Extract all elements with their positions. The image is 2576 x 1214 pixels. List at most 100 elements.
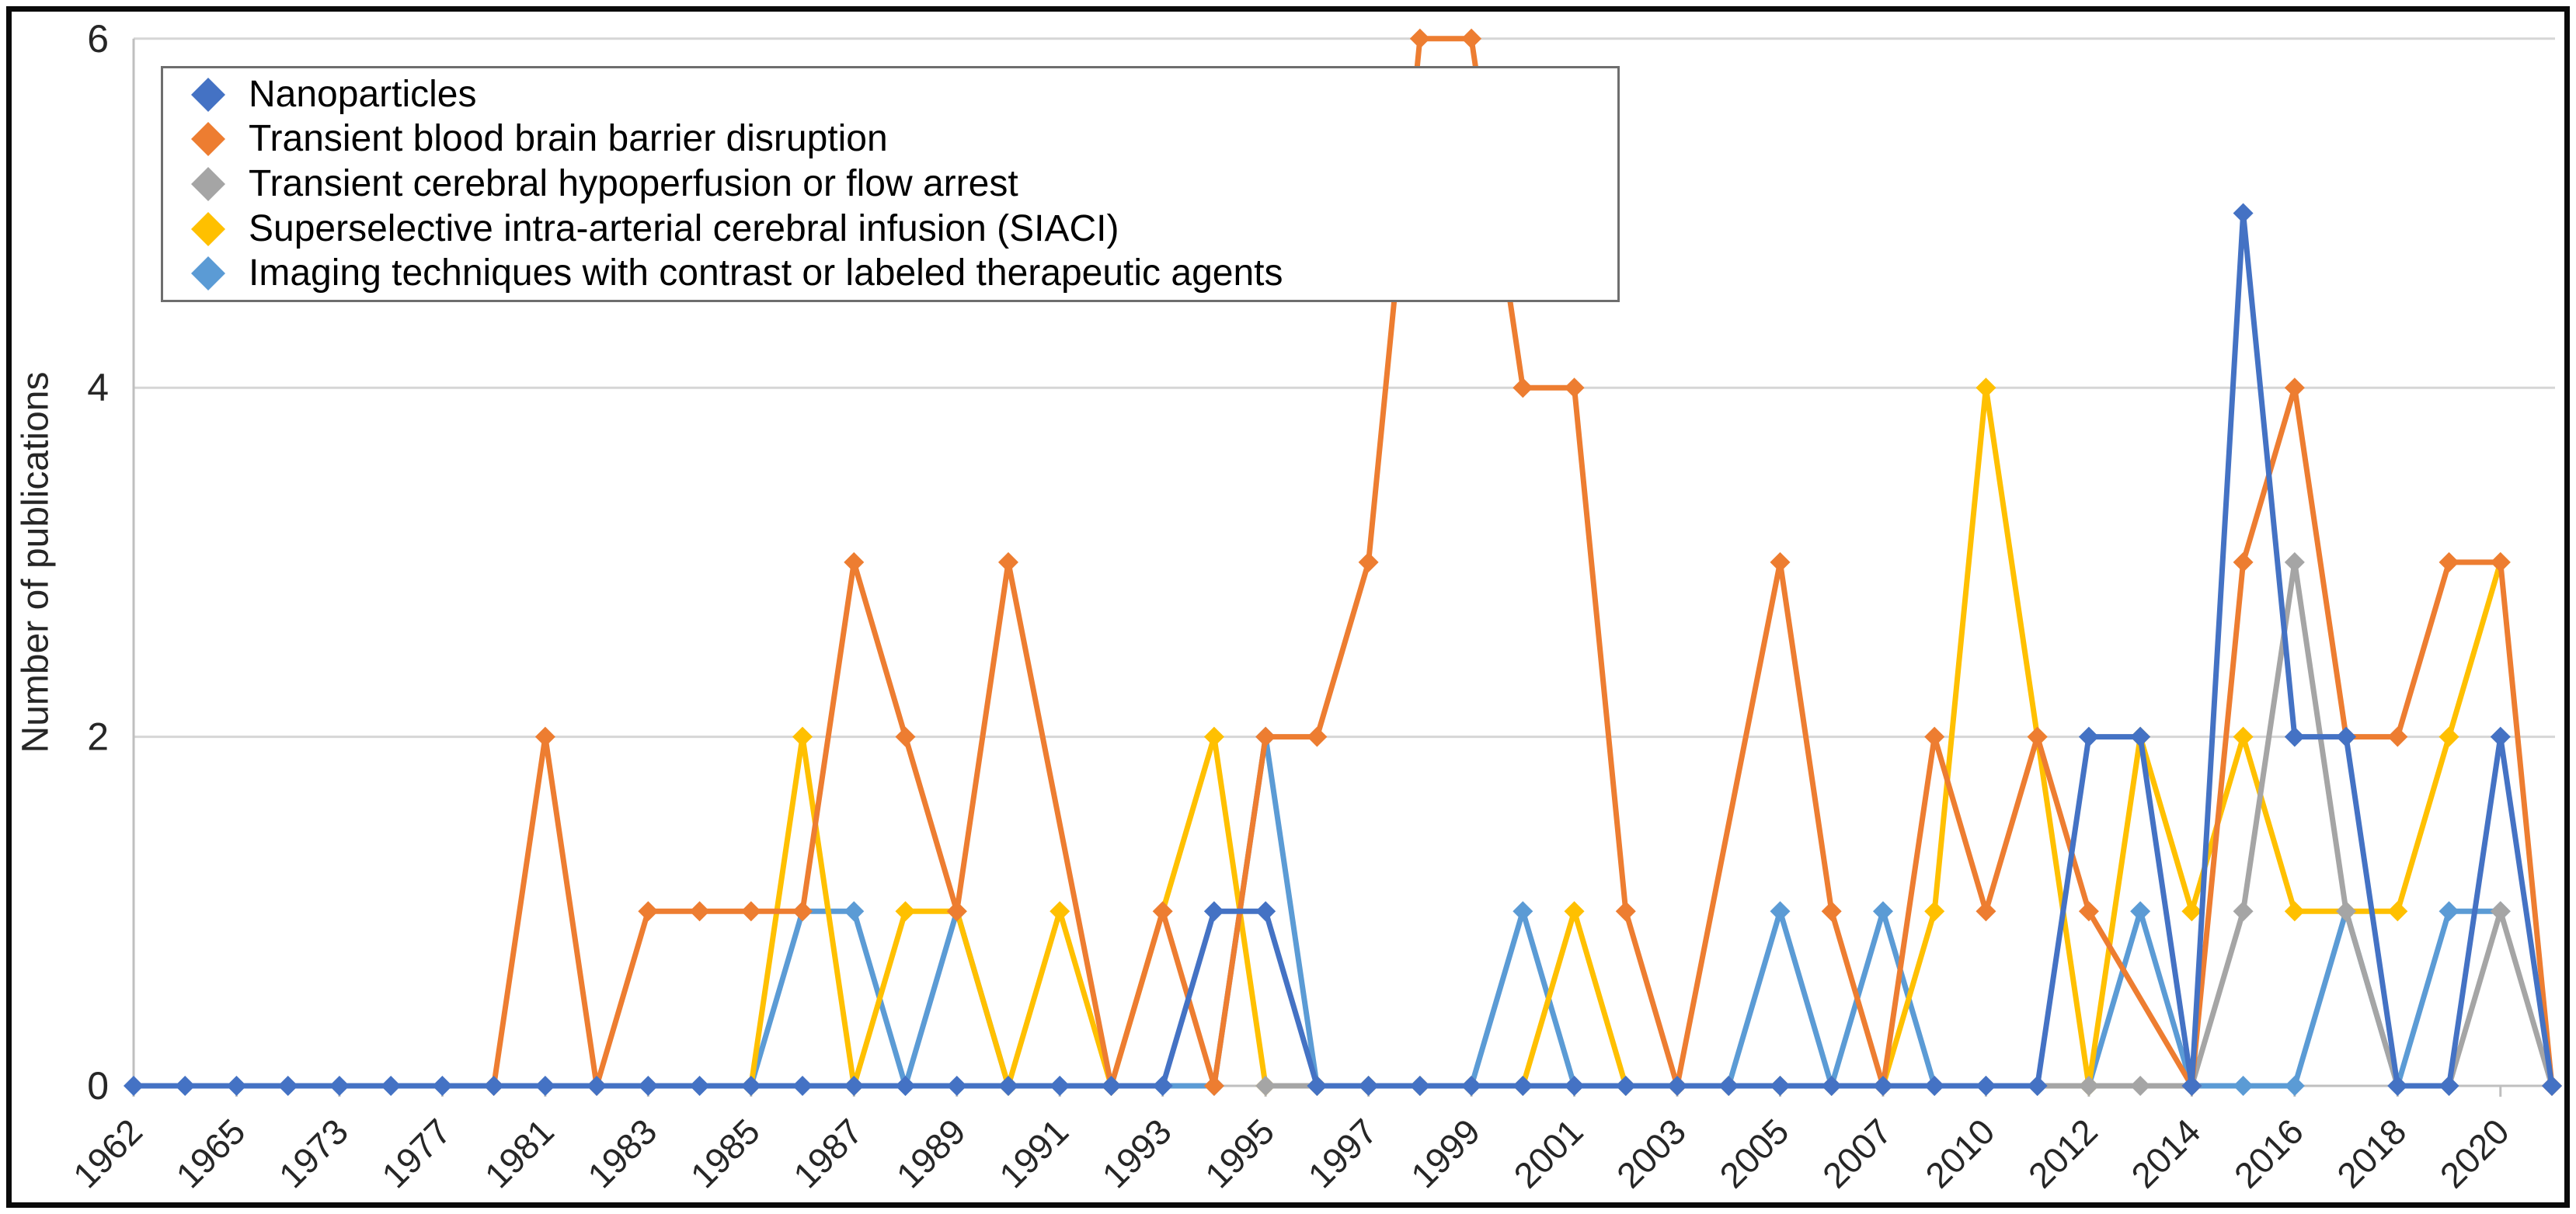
x-tick-label: 1999	[1403, 1111, 1488, 1195]
x-tick-label: 1989	[889, 1111, 973, 1195]
data-point-marker	[2284, 1076, 2305, 1096]
data-point-marker	[792, 1076, 813, 1096]
data-point-marker	[1564, 377, 1585, 398]
series-1	[124, 203, 2562, 1096]
data-point-marker	[1255, 901, 1276, 922]
data-point-marker	[534, 1076, 555, 1096]
y-tick-label: 2	[87, 715, 109, 759]
data-point-marker	[740, 1076, 761, 1096]
data-point-marker	[1409, 28, 1430, 49]
data-point-marker	[226, 1076, 247, 1096]
legend-item-label: Imaging techniques with contrast or labe…	[249, 252, 1283, 294]
legend-item-label: Transient cerebral hypoperfusion or flow…	[249, 162, 1018, 204]
data-point-marker	[2233, 1076, 2254, 1096]
series-3	[1255, 551, 2562, 1096]
data-point-marker	[1976, 1076, 1996, 1096]
data-point-marker	[1564, 901, 1585, 922]
y-tick-label: 6	[87, 17, 109, 61]
data-point-marker	[792, 901, 813, 922]
x-tick-label: 1981	[477, 1111, 562, 1195]
data-point-marker	[1203, 1076, 1224, 1096]
data-point-marker	[2078, 726, 2099, 747]
data-point-marker	[844, 1076, 865, 1096]
data-point-marker	[895, 726, 916, 747]
data-point-marker	[1924, 1076, 1945, 1096]
data-point-marker	[740, 901, 761, 922]
data-point-marker	[844, 551, 865, 572]
data-point-marker	[1409, 1076, 1430, 1096]
data-point-marker	[1307, 1076, 1328, 1096]
data-point-marker	[2542, 1076, 2562, 1096]
data-point-marker	[946, 1076, 967, 1096]
x-tick-label: 1973	[271, 1111, 356, 1195]
data-point-marker	[1513, 901, 1533, 922]
data-point-marker	[2284, 551, 2305, 572]
data-point-marker	[1615, 1076, 1636, 1096]
data-point-marker	[2130, 726, 2151, 747]
data-point-marker	[2078, 1076, 2099, 1096]
x-tick-label: 1991	[991, 1111, 1076, 1195]
data-point-marker	[1821, 901, 1842, 922]
series-diamond-icon	[191, 256, 225, 291]
x-tick-label: 1995	[1197, 1111, 1282, 1195]
data-point-marker	[2387, 1076, 2408, 1096]
data-point-marker	[689, 1076, 710, 1096]
legend-item: Nanoparticles	[190, 75, 1617, 113]
data-point-marker	[1513, 1076, 1533, 1096]
x-tick-label: 1985	[683, 1111, 768, 1195]
x-tick-label: 1965	[168, 1111, 252, 1195]
x-tick-label: 2016	[2226, 1111, 2311, 1195]
data-point-marker	[2336, 726, 2357, 747]
data-point-marker	[1050, 901, 1070, 922]
x-tick-label: 2012	[2021, 1111, 2105, 1195]
x-tick-label: 1997	[1300, 1111, 1385, 1195]
data-point-marker	[1358, 551, 1379, 572]
data-point-marker	[1770, 901, 1791, 922]
x-tick-label: 1993	[1095, 1111, 1179, 1195]
data-point-marker	[2078, 901, 2099, 922]
data-point-marker	[175, 1076, 196, 1096]
data-point-marker	[1615, 901, 1636, 922]
data-point-marker	[2284, 726, 2305, 747]
data-point-marker	[124, 1076, 144, 1096]
data-point-marker	[2130, 1076, 2151, 1096]
data-point-marker	[1152, 1076, 1173, 1096]
data-point-marker	[2181, 1076, 2202, 1096]
data-point-marker	[1461, 1076, 1482, 1096]
data-point-marker	[587, 1076, 607, 1096]
legend: Nanoparticles Transient blood brain barr…	[161, 66, 1620, 302]
data-point-marker	[1203, 901, 1224, 922]
data-point-marker	[2284, 901, 2305, 922]
data-point-marker	[2490, 726, 2511, 747]
data-point-marker	[483, 1076, 504, 1096]
x-tick-label: 2018	[2329, 1111, 2414, 1195]
data-point-marker	[2027, 726, 2048, 747]
data-point-marker	[277, 1076, 298, 1096]
x-tick-label: 2007	[1815, 1111, 1899, 1195]
data-point-marker	[1358, 1076, 1379, 1096]
x-tick-label: 1983	[580, 1111, 664, 1195]
data-point-marker	[1513, 377, 1533, 398]
data-point-marker	[1564, 1076, 1585, 1096]
data-point-marker	[432, 1076, 453, 1096]
y-axis-title: Number of publications	[15, 371, 57, 753]
legend-item: Superselective intra-arterial cerebral i…	[190, 210, 1617, 248]
data-point-marker	[895, 901, 916, 922]
data-point-marker	[1976, 901, 1996, 922]
legend-item-label: Transient blood brain barrier disruption	[249, 118, 888, 160]
x-tick-label: 1977	[374, 1111, 458, 1195]
data-point-marker	[1101, 1076, 1122, 1096]
data-point-marker	[997, 1076, 1018, 1096]
data-point-marker	[2490, 551, 2511, 572]
data-point-marker	[2438, 726, 2459, 747]
data-point-marker	[1667, 1076, 1688, 1096]
data-point-marker	[1255, 726, 1276, 747]
legend-item-label: Superselective intra-arterial cerebral i…	[249, 207, 1119, 249]
data-point-marker	[2233, 726, 2254, 747]
x-tick-label: 2020	[2432, 1111, 2517, 1195]
data-point-marker	[1872, 901, 1893, 922]
data-point-marker	[2336, 901, 2357, 922]
y-tick-label: 4	[87, 366, 109, 409]
